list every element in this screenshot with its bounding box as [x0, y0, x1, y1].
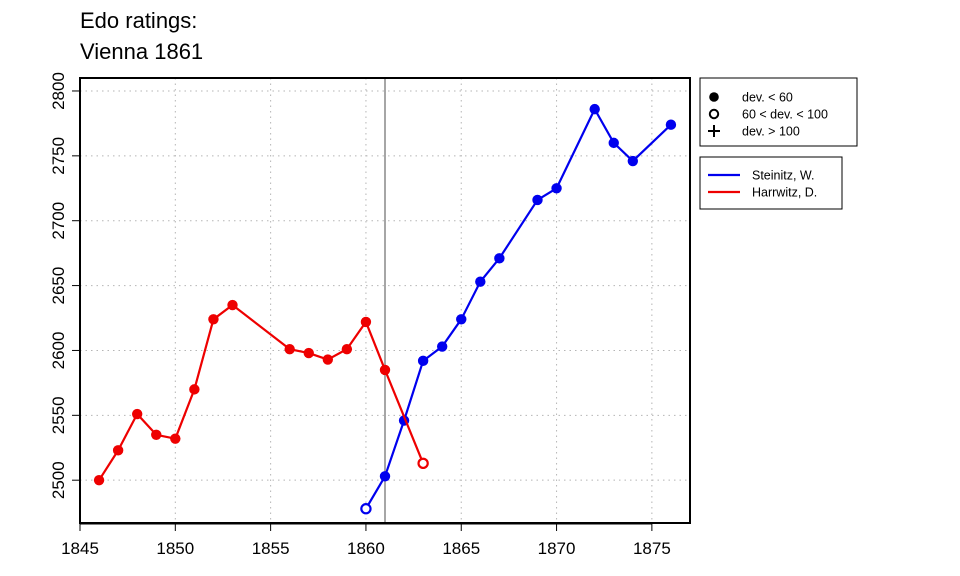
legend-open-circle-icon — [708, 108, 720, 120]
series-legend-box — [699, 156, 843, 210]
data-point — [151, 429, 162, 440]
data-point — [551, 183, 562, 194]
data-point — [170, 433, 181, 444]
data-point — [379, 364, 391, 376]
data-point — [112, 445, 124, 456]
data-point — [284, 343, 295, 355]
x-tick-label: 1865 — [442, 539, 480, 558]
data-point — [360, 316, 372, 328]
data-point — [475, 276, 486, 287]
series-layer — [93, 103, 677, 515]
legend-plus-icon — [708, 125, 720, 137]
series-legend-label: Steinitz, W. — [752, 169, 815, 183]
data-point — [436, 341, 448, 352]
x-tick-label: 1875 — [633, 539, 671, 558]
data-point — [93, 474, 105, 486]
plot-frame — [79, 77, 691, 524]
data-point — [322, 354, 334, 365]
x-axis: 1845 1850 1855 1860 1865 1870 1875 — [61, 523, 671, 558]
data-point — [608, 137, 619, 149]
y-tick-label: 2700 — [49, 202, 68, 240]
x-tick-label: 1850 — [156, 539, 194, 558]
series-steinitz-w — [360, 103, 677, 515]
data-point-open — [360, 503, 372, 515]
data-point — [303, 347, 314, 359]
y-tick-label: 2650 — [49, 267, 68, 305]
y-tick-label: 2800 — [49, 72, 68, 110]
x-tick-label: 1870 — [538, 539, 576, 558]
y-tick-label: 2500 — [49, 461, 68, 499]
y-tick-label: 2750 — [49, 137, 68, 175]
x-tick-label: 1845 — [61, 539, 99, 558]
marker-legend-label: 60 < dev. < 100 — [742, 108, 828, 122]
marker-legend-label: dev. > 100 — [742, 125, 800, 139]
data-point — [665, 119, 677, 130]
legend-filled-circle-icon — [709, 92, 719, 102]
data-point — [379, 471, 391, 482]
data-point — [227, 299, 238, 311]
series-line-harrwitz-d — [98, 303, 425, 481]
data-point — [417, 355, 429, 367]
y-axis: 2500 2550 2600 2650 2700 2750 2800 — [49, 72, 80, 499]
data-point — [627, 155, 639, 167]
data-point — [532, 194, 543, 206]
data-point — [494, 253, 505, 264]
series-line-steinitz-w — [364, 108, 672, 510]
marker-legend: dev. < 60 60 < dev. < 100 dev. > 100 — [699, 77, 858, 147]
data-point-open — [417, 457, 429, 470]
series-harrwitz-d — [93, 299, 429, 486]
x-tick-label: 1860 — [347, 539, 385, 558]
data-point — [341, 343, 353, 355]
chart-title-line-2: Vienna 1861 — [80, 39, 203, 64]
x-tick-label: 1855 — [252, 539, 290, 558]
data-point — [589, 103, 600, 115]
marker-legend-label: dev. < 60 — [742, 91, 793, 105]
data-point — [456, 314, 467, 325]
y-tick-label: 2550 — [49, 396, 68, 434]
data-point — [189, 384, 200, 395]
series-legend-label: Harrwitz, D. — [752, 186, 817, 200]
y-tick-label: 2600 — [49, 332, 68, 370]
series-legend: Steinitz, W. Harrwitz, D. — [699, 156, 843, 210]
data-point — [131, 408, 143, 420]
marker-legend-box — [699, 77, 858, 147]
data-point — [208, 314, 219, 325]
chart-title-line-1: Edo ratings: — [80, 8, 197, 33]
